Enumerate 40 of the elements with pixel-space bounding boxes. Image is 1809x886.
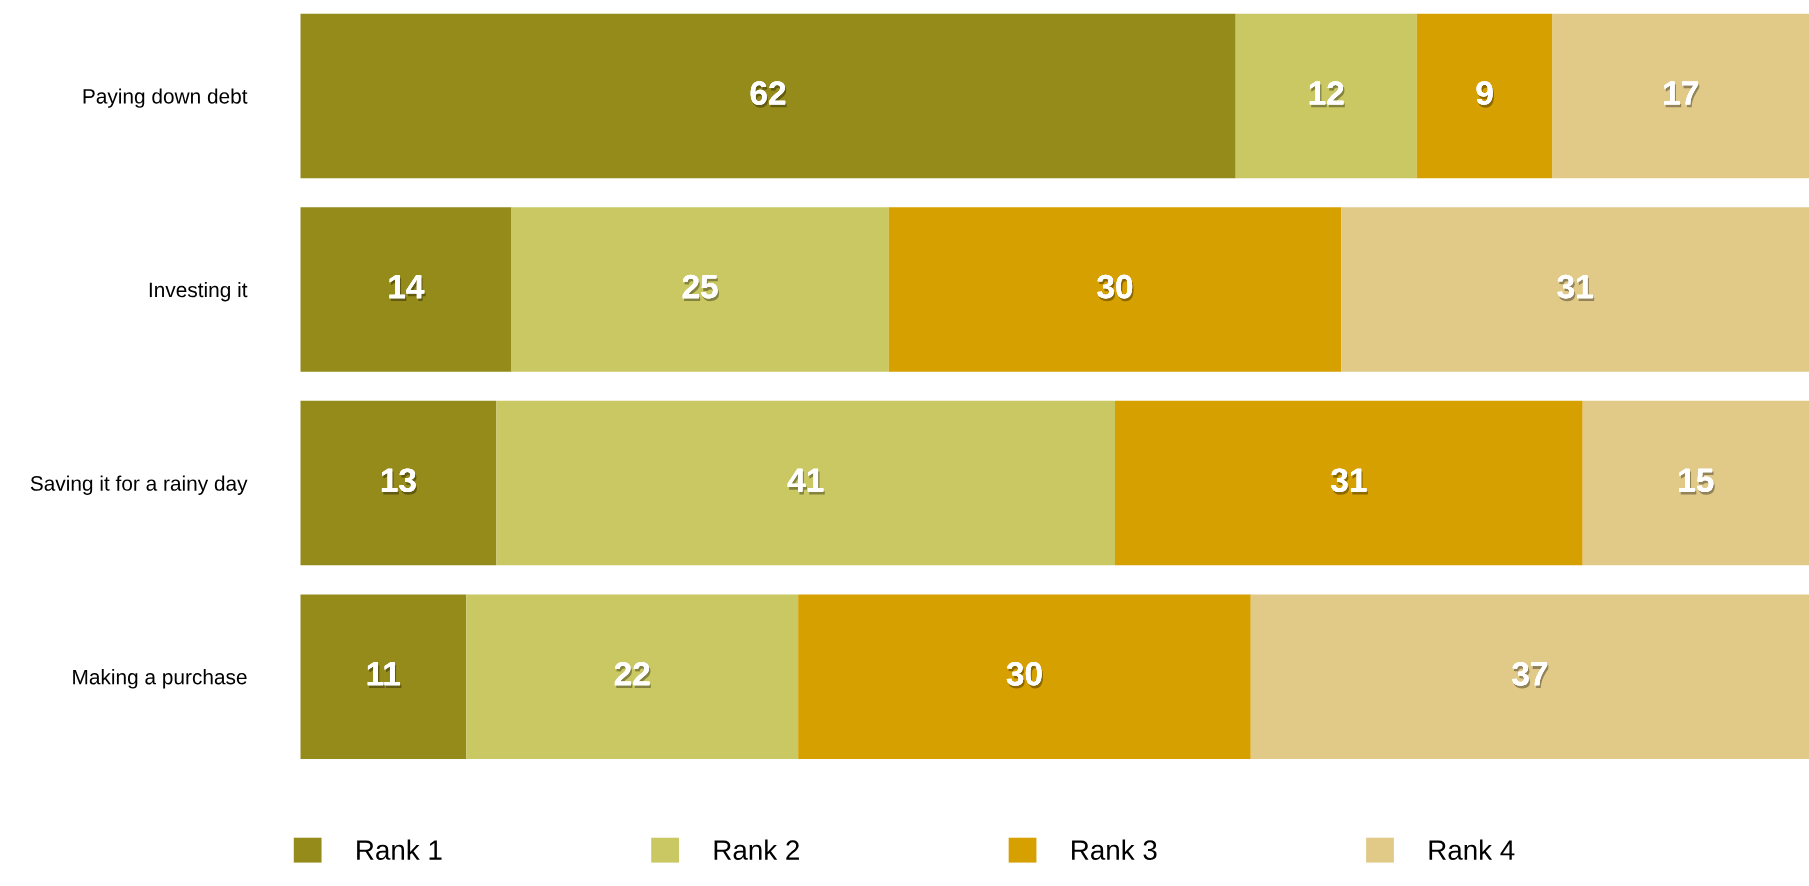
- bar: [466, 594, 799, 759]
- data-label: 11: [367, 662, 402, 689]
- legend-label: Rank 3: [1072, 839, 1157, 860]
- y-tick-label: Making a purchase: [73, 669, 247, 689]
- data-label: 25: [682, 274, 720, 302]
- bar: [300, 594, 467, 759]
- bar: [1250, 594, 1809, 759]
- bar: [300, 13, 1236, 179]
- bar: [1582, 400, 1809, 566]
- bar: [300, 400, 497, 566]
- bar: [1235, 13, 1417, 179]
- data-label: 31: [1331, 468, 1368, 495]
- data-label: 22: [614, 662, 651, 689]
- data-label: 15: [1679, 468, 1715, 495]
- data-label: 41: [787, 468, 825, 495]
- bar: [1552, 13, 1809, 179]
- data-label: 9: [1476, 81, 1495, 108]
- data-label: 12: [1309, 81, 1345, 108]
- legend-label: Rank 1: [357, 839, 442, 860]
- data-label: 13: [381, 468, 418, 495]
- data-label: 30: [1006, 662, 1044, 689]
- legend-label: Rank 4: [1429, 839, 1515, 860]
- bar: [300, 207, 512, 372]
- bar: [888, 207, 1342, 372]
- bar: [1416, 13, 1553, 179]
- bar: [496, 400, 1115, 566]
- data-label: 37: [1512, 662, 1549, 689]
- data-label: 30: [1097, 274, 1134, 302]
- bar: [511, 207, 889, 372]
- y-tick-label: Paying down debt: [83, 88, 248, 108]
- legend-label: Rank 2: [714, 839, 799, 860]
- bar: [1341, 207, 1809, 372]
- data-label: 14: [389, 275, 426, 301]
- data-label: 17: [1664, 81, 1700, 108]
- y-tick-label: Investing it: [149, 281, 248, 302]
- data-label: 31: [1557, 274, 1595, 302]
- bar: [798, 594, 1251, 759]
- data-label: 62: [750, 81, 787, 108]
- bar: [1115, 400, 1583, 566]
- y-tick-label: Saving it for a rainy day: [30, 475, 248, 495]
